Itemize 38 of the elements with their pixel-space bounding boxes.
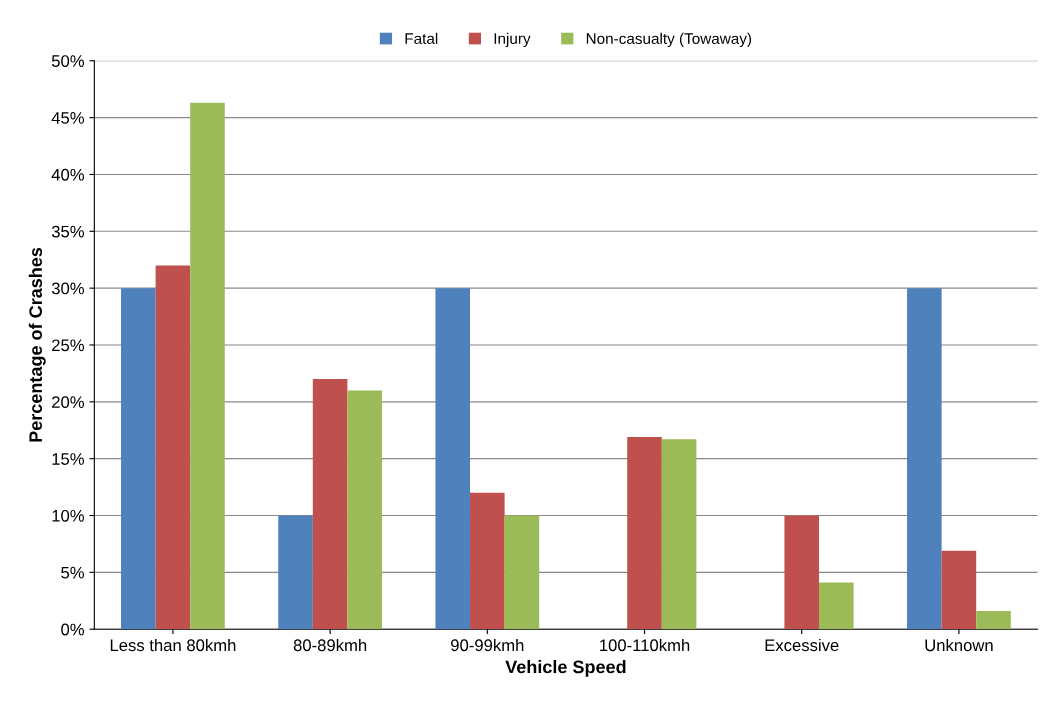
y-tick-label: 20% [52, 396, 85, 409]
bar [470, 492, 505, 630]
y-tick-label: 35% [51, 225, 85, 238]
x-tick-label: Excessive [765, 638, 839, 652]
y-tick-label: 0% [61, 623, 85, 636]
bar [907, 288, 942, 630]
legend-label: Fatal [405, 32, 438, 45]
bar [627, 437, 662, 630]
x-tick-label: 80-89kmh [293, 638, 367, 652]
x-tick-label: Unknown [925, 638, 993, 652]
x-axis-title: Vehicle Speed [505, 660, 626, 677]
bar [976, 611, 1011, 630]
bar [661, 439, 697, 630]
x-tick-label: 90-99kmh [451, 638, 524, 652]
y-axis-title: Percentage of Crashes [28, 247, 46, 442]
bar [312, 379, 348, 630]
x-tick-label: 100-110kmh [600, 638, 690, 652]
y-tick-label: 15% [52, 453, 85, 465]
bar [784, 515, 820, 630]
bar [941, 550, 977, 630]
bar [504, 515, 540, 630]
bar [278, 515, 313, 630]
bar [435, 288, 471, 630]
bar [155, 265, 191, 630]
y-tick-label: 30% [51, 282, 85, 295]
bar [347, 390, 382, 630]
y-tick-label: 10% [52, 509, 85, 522]
y-tick-label: 5% [61, 566, 85, 579]
y-tick-label: 45% [51, 112, 85, 124]
bar [121, 288, 156, 630]
bar [190, 102, 225, 630]
x-tick-label: Less than 80kmh [110, 638, 236, 652]
y-tick-label: 50% [51, 55, 85, 67]
bar [819, 582, 854, 630]
legend-label: Non-casualty (Towaway) [586, 32, 752, 48]
y-tick-label: 40% [51, 168, 85, 181]
legend-label: Injury [494, 32, 531, 48]
y-tick-label: 25% [52, 339, 85, 352]
